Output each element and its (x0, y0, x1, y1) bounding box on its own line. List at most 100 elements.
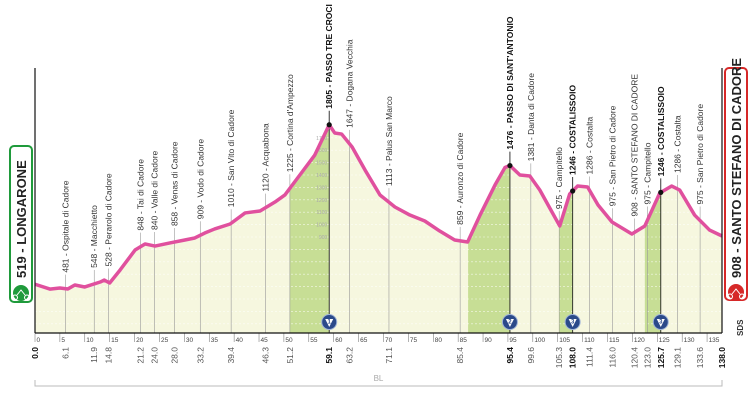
climb-category-badge: 2 (501, 314, 518, 330)
climb-category-label: 2 (508, 320, 512, 326)
landmark-label: 1805 - PASSO TRE CROCI (324, 4, 334, 109)
distance-label: 51.2 (285, 347, 295, 364)
distance-label: 125.7 (656, 347, 666, 369)
landmark-label: 1286 - Costalta (585, 117, 595, 175)
distance-label: 99.6 (526, 347, 536, 364)
triangle-icon (505, 319, 514, 327)
triangle-icon (656, 319, 665, 327)
summit-dot (326, 122, 332, 128)
elevation-tick-label: 1300 (316, 185, 327, 191)
km-tick-label: 95 (509, 337, 517, 344)
province-label: BL (374, 374, 384, 383)
landmark-label: 1225 - Cortina d'Ampezzo (285, 74, 295, 172)
landmark-label: 1010 - San Vito di Cadore (226, 109, 236, 207)
km-tick-label: 30 (186, 337, 194, 344)
km-tick-label: 5 (61, 337, 65, 344)
elevation-tick-label: 900 (319, 235, 328, 241)
triangle-icon (568, 319, 577, 327)
profile-area (35, 124, 722, 333)
summit-dot (507, 162, 513, 169)
distance-label: 33.2 (195, 347, 205, 364)
summit-dot (570, 188, 576, 194)
distance-label: 108.0 (568, 347, 578, 369)
climb-category-badge: 3 (652, 314, 669, 330)
climb-area (559, 191, 573, 333)
landmark-label: 975 - Campitello (554, 147, 564, 209)
elevation-tick-label: 1200 (316, 198, 327, 204)
distance-label: 120.4 (629, 347, 639, 369)
km-tick-label: 45 (261, 337, 269, 344)
summit-dot (658, 189, 664, 196)
distance-label: 21.2 (136, 347, 146, 364)
distance-label: 123.0 (642, 347, 652, 369)
km-tick-label: 90 (485, 337, 493, 344)
elevation-tick-label: 1600 (316, 148, 327, 154)
distance-label: 105.3 (554, 347, 564, 369)
km-tick-label: 75 (410, 337, 418, 344)
landmark-label: 528 - Perarolo di Cadore (104, 173, 114, 266)
finish-distance: 138.0 (717, 347, 727, 369)
triangle-icon (325, 319, 334, 327)
start-box (9, 145, 33, 303)
landmark-label: 859 - Auronzo di Cadore (455, 132, 465, 224)
elevation-tick-label: 1500 (316, 161, 327, 167)
distance-label: 116.0 (607, 347, 617, 368)
landmark-label: 975 - San Pietro di Cadore (607, 105, 617, 206)
landmark-label: 975 - Campitello (642, 142, 652, 204)
start-distance: 0.0 (30, 347, 40, 359)
climb-area (644, 192, 661, 333)
cyclist-icon (13, 285, 29, 301)
km-tick-label: 130 (684, 337, 695, 344)
km-tick-label: 50 (285, 337, 293, 344)
km-tick-label: 25 (161, 337, 169, 344)
distance-label: 39.4 (226, 347, 236, 364)
landmark-label: 1647 - Dogana Vecchia (345, 39, 355, 128)
landmark-label: 1246 - COSTALISSOIO (656, 86, 666, 176)
km-tick-label: 60 (335, 337, 343, 344)
cyclist-icon-glyph (727, 288, 745, 300)
cyclist-icon-glyph (12, 289, 30, 301)
landmark-label: 1120 - Acquabona (260, 123, 270, 192)
distance-label: 85.4 (455, 347, 465, 364)
landmark-label: 909 - Vodo di Cadore (195, 139, 205, 220)
distance-label: 24.0 (149, 347, 159, 364)
distance-label: 28.0 (169, 347, 179, 364)
km-tick-label: 40 (236, 337, 244, 344)
elevation-tick-label: 1100 (316, 210, 327, 216)
distance-label: 111.4 (585, 347, 595, 367)
landmark-label: 1381 - Danta di Cadore (526, 73, 536, 162)
km-tick-label: 85 (460, 337, 468, 344)
climb-category-label: 1 (328, 320, 332, 326)
km-tick-label: 35 (211, 337, 219, 344)
climb-category-badge: 3 (564, 314, 581, 330)
distance-label: 71.1 (384, 347, 394, 364)
landmark-label: 1286 - Costalta (673, 115, 683, 173)
km-tick-label: 65 (360, 337, 368, 344)
km-tick-label: 125 (659, 337, 670, 344)
km-tick-label: 120 (634, 337, 645, 344)
landmark-label: 908 - SANTO STEFANO DI CADORE (629, 74, 639, 217)
distance-label: 14.8 (104, 347, 114, 364)
distance-label: 59.1 (324, 347, 334, 364)
profile-line (34, 123, 723, 291)
landmark-label: 848 - Tai di Cadore (136, 159, 146, 231)
km-tick-label: 20 (136, 337, 144, 344)
landmark-label: 1246 - COSTALISSOIO (568, 85, 578, 175)
distance-label: 46.3 (260, 347, 270, 364)
km-tick-label: 70 (385, 337, 393, 344)
km-tick-label: 100 (534, 337, 545, 344)
distance-label: 11.9 (89, 347, 99, 363)
distance-label: 133.6 (695, 347, 705, 369)
distance-label: 6.1 (60, 347, 70, 359)
climb-category-label: 3 (571, 320, 575, 326)
elevation-tick-label: 1400 (316, 173, 327, 179)
landmark-label: 975 - San Pietro di Cadore (695, 104, 705, 205)
distance-label: 129.1 (673, 347, 683, 369)
elevation-tick-label: 1000 (316, 223, 327, 229)
km-tick-label: 115 (609, 337, 620, 344)
km-tick-label: 135 (709, 337, 720, 344)
km-tick-label: 80 (435, 337, 443, 344)
start-label: 519 - LONGARONE (14, 160, 29, 278)
cyclist-icon (728, 284, 744, 300)
